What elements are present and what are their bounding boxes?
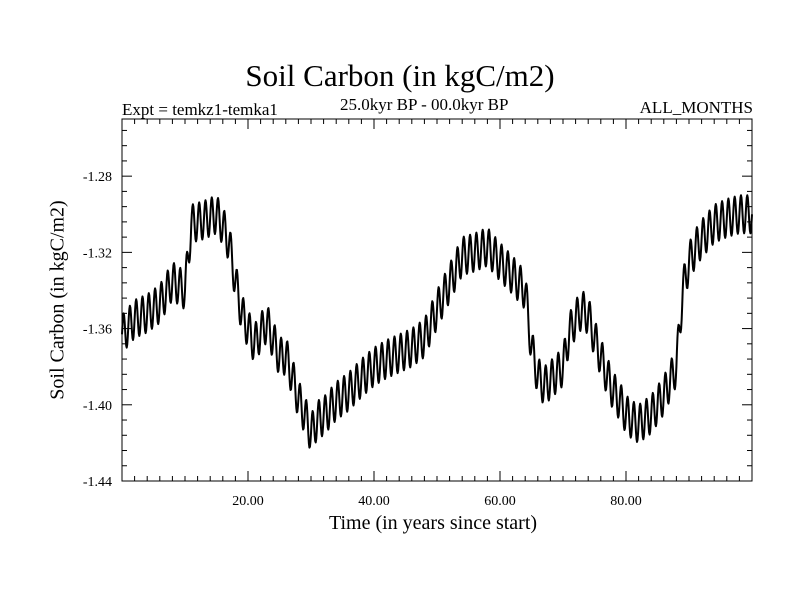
months-label: ALL_MONTHS xyxy=(639,98,753,117)
experiment-label: Expt = temkz1-temka1 xyxy=(122,100,278,119)
y-tick-label: -1.36 xyxy=(83,323,112,338)
y-tick-label: -1.28 xyxy=(83,170,112,185)
y-tick-label: -1.40 xyxy=(83,399,112,414)
period-label: 25.0kyr BP - 00.0kyr BP xyxy=(340,95,509,114)
x-axis-label: Time (in years since start) xyxy=(328,512,538,534)
x-tick-label: 80.00 xyxy=(610,494,642,509)
plot-frame xyxy=(121,118,753,482)
series-line xyxy=(121,194,753,449)
y-tick-label: -1.44 xyxy=(83,475,112,490)
x-tick-label: 20.00 xyxy=(232,494,264,509)
x-tick-label: 60.00 xyxy=(484,494,516,509)
chart-title: Soil Carbon (in kgC/m2) xyxy=(245,58,555,93)
y-tick-label: -1.32 xyxy=(83,246,112,261)
x-tick-label: 40.00 xyxy=(358,494,390,509)
